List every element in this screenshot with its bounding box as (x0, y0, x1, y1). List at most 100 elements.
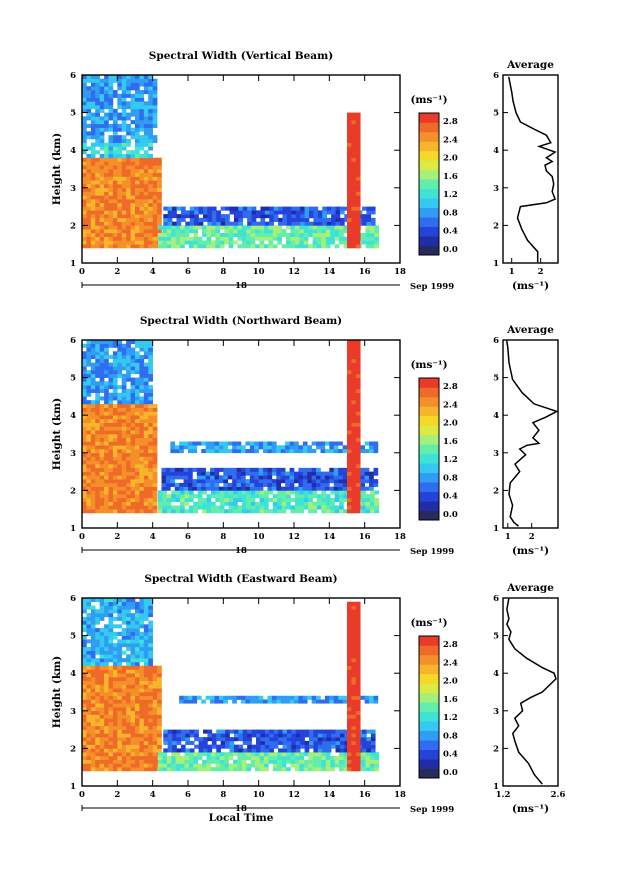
heatmap-cell (117, 180, 123, 185)
heatmap-cell (338, 479, 343, 484)
heatmap-cell (202, 752, 207, 757)
heatmap-cell (152, 718, 158, 723)
heatmap-cell (121, 598, 127, 603)
heatmap-cell (285, 482, 290, 487)
heatmap-cell (139, 479, 145, 484)
heatmap-cell (126, 505, 131, 510)
heatmap-cell (277, 752, 282, 757)
heatmap-cell (321, 232, 327, 237)
heatmap-cell (179, 475, 184, 480)
heatmap-cell (130, 232, 136, 237)
heatmap-cell (211, 217, 217, 222)
heatmap-cell (218, 445, 224, 450)
heatmap-cell (236, 441, 242, 446)
heatmap-cell (95, 456, 100, 461)
heatmap-cell (95, 407, 100, 412)
heatmap-cell (295, 740, 301, 745)
heatmap-cell (152, 490, 158, 495)
average-y-tick-label: 6 (493, 594, 499, 604)
heatmap-cell (206, 767, 212, 772)
heatmap-cell (308, 505, 313, 510)
heatmap-cell (333, 445, 339, 450)
heatmap-cell (130, 415, 136, 420)
heatmap-cell (338, 471, 343, 476)
heatmap-cell (139, 123, 145, 128)
heatmap-cell (143, 680, 149, 685)
heatmap-cell (184, 752, 190, 757)
heatmap-cell (324, 482, 330, 487)
heatmap-cell (374, 752, 380, 757)
heatmap-cell (365, 232, 371, 237)
heatmap-cell (148, 703, 153, 708)
heatmap-cell (90, 120, 96, 125)
heatmap-cell (99, 654, 105, 659)
heatmap-cell (95, 661, 100, 666)
heatmap-cell (321, 229, 327, 234)
heatmap-cell (165, 471, 171, 476)
heatmap-cell (335, 206, 341, 211)
heatmap-cell (135, 471, 140, 476)
heatmap-cell (121, 722, 127, 727)
heatmap-cell (351, 232, 357, 237)
heatmap-cell (99, 176, 105, 181)
heatmap-cell (135, 418, 140, 424)
heatmap-cell (135, 767, 140, 772)
heatmap-cell (339, 206, 345, 211)
heatmap-cell (139, 692, 145, 697)
heatmap-cell (339, 755, 344, 760)
heatmap-cell (295, 221, 301, 226)
heatmap-cell (210, 509, 216, 514)
heatmap-cell (326, 729, 332, 734)
heatmap-cell (152, 225, 158, 230)
heatmap-cell (121, 464, 127, 469)
heatmap-cell (135, 101, 140, 106)
heatmap-cell (148, 75, 153, 80)
heatmap-cell (86, 733, 92, 738)
heatmap-cell (355, 609, 361, 614)
heatmap-cell (298, 467, 304, 472)
heatmap-cell (104, 351, 109, 356)
heatmap-cell (223, 695, 229, 700)
heatmap-cell (334, 232, 340, 237)
heatmap-cell (263, 244, 269, 249)
heatmap-cell (157, 755, 163, 760)
heatmap-cell (82, 426, 87, 431)
heatmap-cell (295, 748, 301, 753)
heatmap-cell (126, 112, 131, 117)
heatmap-cell (351, 714, 357, 719)
heatmap-cell (333, 486, 339, 491)
heatmap-cell (148, 385, 153, 390)
heatmap-cell (347, 150, 352, 155)
heatmap-cell (197, 494, 203, 499)
heatmap-cell (347, 157, 352, 162)
heatmap-cell (143, 244, 149, 249)
heatmap-cell (355, 172, 361, 177)
heatmap-cell (312, 225, 318, 230)
heatmap-cell (112, 127, 118, 132)
heatmap-cell (298, 695, 304, 700)
heatmap-cell (130, 639, 136, 644)
heatmap-cell (163, 217, 168, 222)
heatmap-cell (139, 639, 145, 644)
heatmap-cell (126, 684, 131, 689)
heatmap-cell (162, 497, 168, 502)
heatmap-cell (135, 407, 140, 412)
heatmap-cell (343, 497, 349, 502)
heatmap-cell (90, 135, 96, 140)
heatmap-cell (139, 165, 145, 170)
heatmap-cell (86, 153, 92, 159)
heatmap-cell (86, 101, 92, 106)
heatmap-cell (245, 467, 251, 472)
heatmap-cell (227, 471, 233, 476)
heatmap-cell (152, 232, 158, 237)
heatmap-cell (130, 370, 136, 375)
heatmap-cell (347, 191, 352, 196)
heatmap-cell (126, 415, 131, 420)
heatmap-cell (299, 490, 305, 495)
heatmap-cell (228, 229, 234, 234)
heatmap-cell (112, 740, 118, 745)
heatmap-cell (117, 509, 123, 514)
heatmap-cell (139, 396, 145, 401)
heatmap-cell (117, 725, 123, 730)
heatmap-cell (95, 449, 100, 454)
